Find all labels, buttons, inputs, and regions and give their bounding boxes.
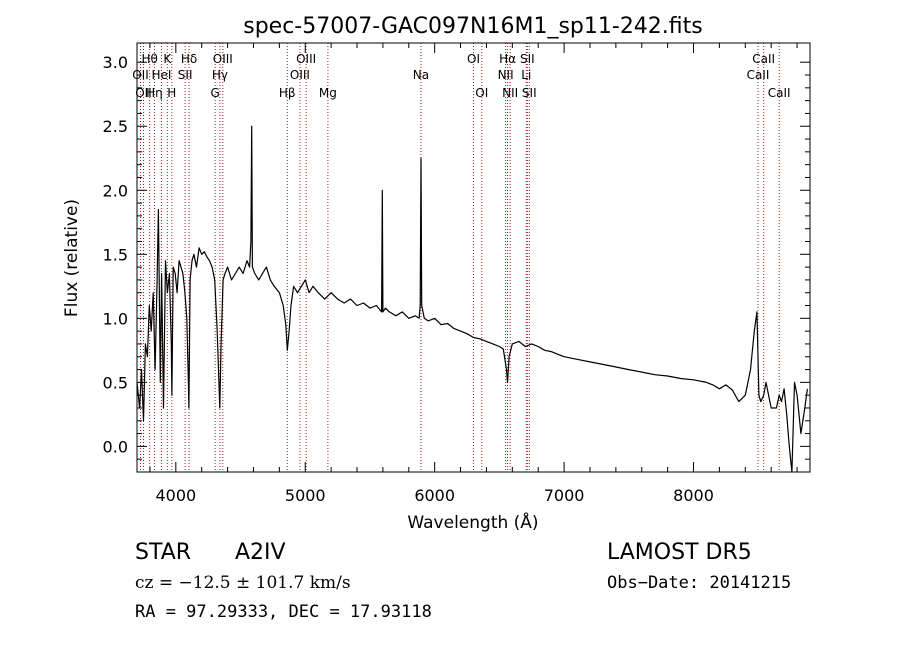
line-marker-label: Hα — [499, 52, 516, 66]
line-marker-label: Li — [521, 68, 531, 82]
y-tick-label: 0.5 — [103, 373, 128, 392]
y-tick-label: 0.0 — [103, 437, 128, 456]
line-marker-label: Hδ — [181, 52, 197, 66]
line-marker-label: K — [163, 52, 172, 66]
x-tick-label: 5000 — [285, 486, 326, 505]
line-marker-label: H — [167, 86, 176, 100]
y-tick-label: 1.0 — [103, 309, 128, 328]
coordinates: RA = 97.29333, DEC = 17.93118 — [135, 602, 432, 622]
y-tick-label: 2.0 — [103, 181, 128, 200]
x-tick-label: 7000 — [544, 486, 585, 505]
x-axis-ticks: 4000 5000 6000 7000 8000 — [149, 43, 798, 505]
line-marker-label: G — [211, 86, 220, 100]
x-tick-label: 4000 — [155, 486, 196, 505]
line-marker-label: NII — [502, 86, 518, 100]
line-marker-label: CaII — [752, 52, 775, 66]
observation-date: Obs−Date: 20141215 — [607, 573, 792, 593]
y-axis-ticks: 0.0 0.5 1.0 1.5 2.0 2.5 3.0 — [103, 53, 810, 460]
subclass: A2IV — [235, 540, 286, 565]
line-marker-labels: OIIOIIHθHηHeIKHSIIHδGHγOIIIHβOIIIOIIIMgN… — [132, 52, 790, 100]
line-marker-label: Hθ — [141, 52, 157, 66]
line-marker-label: OIII — [213, 52, 233, 66]
x-axis-label: Wavelength (Å) — [407, 511, 538, 533]
line-markers — [139, 43, 780, 472]
chart-title: spec-57007-GAC097N16M1_sp11-242.fits — [243, 14, 703, 39]
plot-frame — [136, 42, 811, 473]
y-axis-label: Flux (relative) — [62, 199, 82, 317]
line-marker-label: OIII — [290, 68, 310, 82]
line-marker-label: SII — [178, 68, 193, 82]
line-marker-label: Hη — [146, 86, 163, 100]
survey-name: LAMOST DR5 — [607, 540, 752, 565]
line-marker-label: OI — [475, 86, 488, 100]
line-marker-label: SII — [522, 86, 537, 100]
line-marker-label: Hγ — [212, 68, 228, 82]
line-marker-label: HeI — [151, 68, 171, 82]
y-tick-label: 2.5 — [103, 117, 128, 136]
line-marker-label: OIII — [296, 52, 316, 66]
spectrum-line — [136, 125, 808, 473]
line-marker-label: OI — [467, 52, 480, 66]
y-tick-label: 3.0 — [103, 53, 128, 72]
line-marker-label: OII — [135, 86, 152, 100]
line-marker-label: Na — [413, 68, 429, 82]
line-marker-label: Mg — [319, 86, 337, 100]
x-tick-label: 8000 — [673, 486, 714, 505]
line-marker-label: NII — [498, 68, 514, 82]
line-marker-label: SII — [520, 52, 535, 66]
object-class: STAR — [135, 540, 192, 565]
line-marker-label: Hβ — [279, 86, 296, 100]
spectrum-series — [136, 125, 808, 473]
redshift-velocity: cz = −12.5 ± 101.7 km/s — [135, 573, 351, 593]
y-tick-label: 1.5 — [103, 245, 128, 264]
line-marker-label: CaII — [747, 68, 770, 82]
line-marker-label: CaII — [768, 86, 791, 100]
x-tick-label: 6000 — [414, 486, 455, 505]
